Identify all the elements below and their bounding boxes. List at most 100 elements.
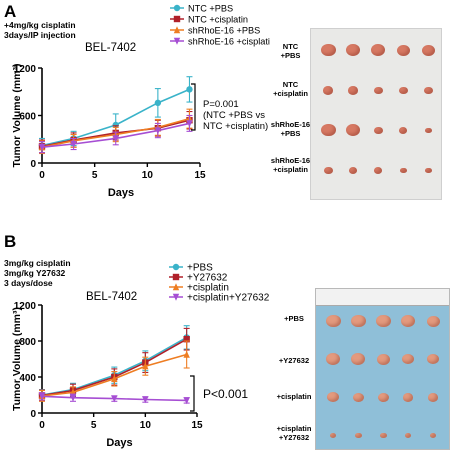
chart-a-annotation-line: (NTC +PBS vs: [203, 110, 265, 121]
chart-b-legend-label: +cisplatin+Y27632: [187, 293, 270, 304]
tumor-specimen: [423, 86, 433, 95]
tumor-specimen: [405, 433, 411, 439]
chart-b-legend-marker: [172, 273, 180, 281]
tumor-photo-b: [315, 288, 450, 450]
chart-a-data-point: [186, 86, 193, 93]
chart-b-data-point: [142, 362, 149, 370]
chart-a-series-4: [38, 114, 193, 154]
tumor-specimen: [351, 353, 365, 365]
tumor-specimen: [320, 43, 336, 57]
tumor-specimen: [398, 86, 408, 95]
chart-a-legend-marker: [173, 15, 181, 23]
tumor-specimen: [349, 167, 357, 174]
chart-a-legend-label: NTC +cisplatin: [188, 15, 248, 25]
chart-a-x-tick-label: 0: [39, 170, 45, 181]
chart-b-x-tick-label: 5: [91, 420, 97, 431]
chart-b-legend-marker: [172, 283, 180, 291]
chart-a-x-tick-label: 10: [142, 170, 154, 181]
tumor-specimen: [323, 86, 333, 95]
tumor-specimen: [327, 392, 339, 403]
chart-a-y-tick-label: 1200: [14, 64, 37, 75]
chart-a-legend-label: shRhoE-16 +PBS: [188, 26, 260, 36]
photo-ruler: [316, 289, 449, 306]
tumor-specimen: [371, 44, 385, 56]
tumor-specimen: [320, 123, 336, 137]
tumor-specimen: [376, 353, 390, 365]
panel-a-treatment: +4mg/kg cisplatin 3days/IP injection: [4, 20, 76, 40]
tumor-specimen: [424, 127, 432, 134]
tumor-specimen: [373, 126, 383, 135]
tumor-specimen: [377, 392, 389, 402]
chart-a-x-tick-label: 15: [194, 170, 206, 181]
chart-a-x-label: Days: [108, 187, 134, 199]
chart-b-x-label: Days: [106, 437, 132, 449]
tumor-specimen: [346, 124, 360, 136]
chart-b-data-point: [111, 395, 118, 403]
photo-a-label-3: shRhoE-16 +PBS: [270, 120, 311, 138]
chart-b-y-tick-label: 800: [19, 337, 36, 348]
tumor-specimen: [427, 354, 439, 365]
tumor-specimen: [396, 44, 410, 56]
tumor-specimen: [399, 167, 407, 174]
chart-a-data-point: [112, 121, 119, 129]
chart-b-legend-marker: [172, 293, 180, 301]
chart-b-x-tick-label: 15: [191, 420, 203, 431]
chart-b-data-point: [183, 350, 190, 358]
chart-b: 0 400 800 1200 0 5 10 15 Days Tumor Volume (mm³) B…: [11, 263, 270, 450]
tumor-specimen: [401, 315, 415, 327]
chart-a-legend-marker: [173, 26, 181, 34]
chart-b-legend-label: +PBS: [187, 263, 213, 274]
photo-b-label-4: +cisplatin +Y27632: [276, 424, 312, 442]
tumor-specimen: [379, 432, 387, 439]
chart-a-data-point: [154, 99, 162, 107]
chart-a-annotation-line: NTC +cisplatin): [203, 121, 268, 132]
chart-b-annotation-line: P<0.001: [203, 387, 248, 401]
chart-b-y-tick-label: 1200: [14, 301, 37, 312]
tumor-specimen: [348, 86, 358, 95]
chart-b-title: BEL-7402: [86, 291, 137, 303]
tumor-specimen: [354, 432, 362, 439]
chart-a-y-label: Tumor Volume (mm³): [11, 63, 23, 167]
chart-b-data-point: [111, 375, 118, 382]
chart-a-title: BEL-7402: [85, 42, 136, 54]
photo-a-label-4: shRhoE-16 +cisplatin: [270, 156, 311, 174]
chart-a: 0 600 1200 0 5 10 15 Days Tumor Volume (mm³) BEL-…: [11, 4, 270, 200]
tumor-specimen: [421, 44, 435, 56]
tumor-specimen: [430, 433, 436, 439]
photo-b-label-3: +cisplatin: [276, 392, 312, 401]
tumor-specimen: [402, 354, 414, 365]
tumor-specimen: [346, 44, 360, 56]
chart-b-data-point: [142, 396, 149, 404]
photo-b-label-1: +PBS: [284, 314, 304, 323]
chart-b-legend-marker: [172, 263, 180, 271]
tumor-specimen: [428, 393, 438, 402]
tumor-specimen: [375, 314, 391, 328]
chart-b-data-point: [183, 397, 190, 405]
chart-b-significance-bracket: [190, 375, 195, 412]
chart-a-y-tick-label: 600: [19, 112, 36, 123]
chart-a-data-point: [70, 140, 77, 148]
chart-b-legend-label: +Y27632: [187, 273, 228, 284]
chart-b-y-label: Tumor Volume (mm³): [11, 307, 23, 411]
chart-b-data-point: [38, 393, 46, 401]
chart-a-x-tick-label: 5: [92, 170, 98, 181]
tumor-specimen: [352, 392, 364, 402]
chart-a-significance-bracket: [191, 83, 196, 131]
chart-a-data-point: [154, 127, 162, 135]
chart-a-legend-label: NTC +PBS: [188, 4, 233, 14]
chart-b-x-tick-label: 10: [140, 420, 152, 431]
tumor-specimen: [399, 127, 407, 134]
photo-b-label-2: +Y27632: [278, 356, 310, 365]
chart-a-legend-marker: [173, 37, 181, 45]
chart-b-data-point: [183, 336, 190, 343]
chart-b-series-2: [38, 327, 190, 402]
chart-b-series-1: [38, 325, 190, 401]
chart-a-y-tick-label: 0: [30, 159, 36, 170]
chart-a-annotation-line: P=0.001: [203, 99, 239, 110]
tumor-specimen: [325, 314, 341, 328]
tumor-photo-a: [310, 28, 442, 200]
chart-a-data-point: [38, 143, 46, 151]
panel-a-letter: A: [4, 2, 17, 21]
tumor-specimen: [350, 314, 366, 328]
chart-b-legend-label: +cisplatin: [187, 283, 229, 294]
